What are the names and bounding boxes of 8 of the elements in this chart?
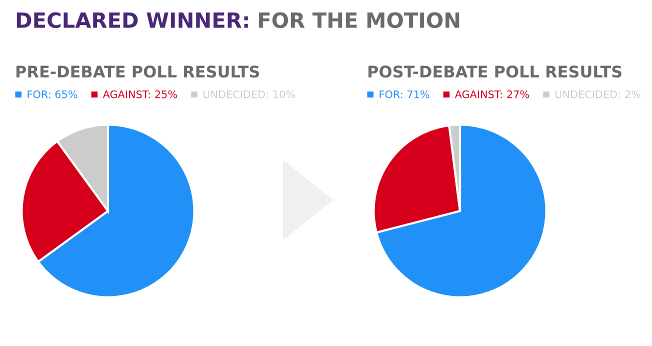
- legend-label: FOR: 71%: [380, 90, 430, 98]
- legend-label: FOR: 65%: [28, 90, 78, 98]
- chart-title: PRE-DEBATE POLL RESULTS: [16, 66, 260, 78]
- legend-label: AGAINST: 27%: [454, 90, 530, 98]
- legend-label: AGAINST: 25%: [102, 90, 178, 98]
- text: DECLARED WINNER: FOR THE MOTION: [16, 12, 460, 28]
- pie-slice: [375, 124, 548, 298]
- chart-title: POST-DEBATE POLL RESULTS: [368, 66, 622, 78]
